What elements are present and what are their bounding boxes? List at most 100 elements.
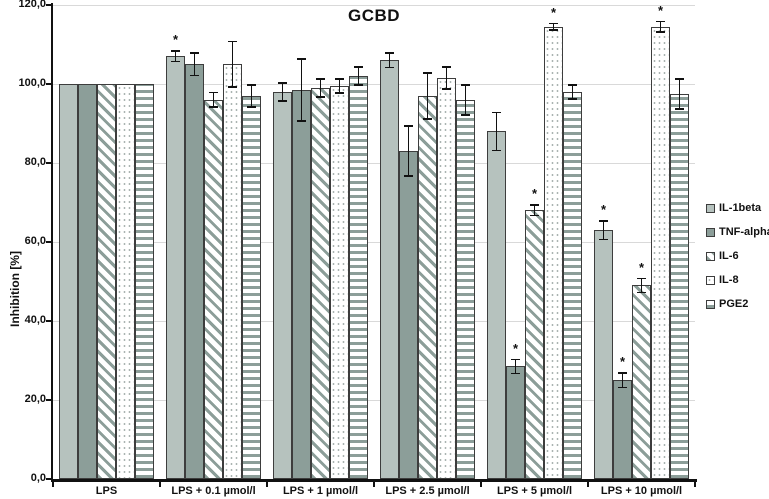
bar-PGE2-group5 <box>563 91 582 479</box>
error-cap <box>442 88 451 90</box>
error-cap <box>549 29 558 31</box>
y-tick-label: 80,0 <box>24 156 46 168</box>
bar-IL-8-group2 <box>223 64 242 479</box>
bar-TNF-alpha-group3 <box>292 89 311 479</box>
x-tick-mark <box>373 482 375 487</box>
error-bar-IL-1beta-group2 <box>174 50 177 63</box>
error-bar-TNF-alpha-group5 <box>514 358 517 375</box>
legend-item-PGE2: PGE2 <box>706 292 769 316</box>
legend-label: IL-6 <box>719 250 739 262</box>
error-cap <box>385 66 394 69</box>
error-cap <box>675 108 684 110</box>
error-bar-IL-8-group3 <box>338 78 341 94</box>
error-cap <box>530 204 539 206</box>
error-bar-IL-1beta-group4 <box>388 52 391 69</box>
legend-item-IL-8: IL-8 <box>706 268 769 292</box>
bar-PGE2-group3 <box>349 76 368 479</box>
diagonal-hatch-swatch-icon <box>706 251 715 261</box>
x-category-label: LPS + 2.5 µmol/l <box>385 485 470 497</box>
bar-IL-8-group3 <box>330 85 349 479</box>
error-bar-IL-1beta-group3 <box>281 82 284 102</box>
significance-star-IL-8-group5: * <box>550 4 557 20</box>
error-cap <box>190 74 199 77</box>
error-bar-IL-1beta-group5 <box>495 111 498 152</box>
error-cap <box>442 66 451 68</box>
gridline-100 <box>53 84 695 85</box>
error-cap <box>492 149 501 152</box>
error-cap <box>278 100 287 102</box>
error-cap <box>530 214 539 217</box>
error-cap <box>423 72 432 74</box>
error-bar-IL-6-group5 <box>533 204 536 217</box>
error-bar-IL-8-group6 <box>659 20 662 33</box>
error-cap <box>618 386 627 389</box>
chart-title: GCBD <box>347 6 401 25</box>
bar-IL-8-group5 <box>544 26 563 479</box>
bar-PGE2-group2 <box>242 95 261 479</box>
legend-label: IL-8 <box>719 274 739 286</box>
bar-PGE2-group4 <box>456 99 475 479</box>
y-tick-mark <box>46 320 51 322</box>
bar-IL-1beta-group5 <box>487 131 506 479</box>
y-tick-label: 40,0 <box>24 314 46 326</box>
error-bar-PGE2-group5 <box>571 84 574 100</box>
bar-IL-1beta-group2 <box>166 56 185 479</box>
bar-IL-6-group2 <box>204 99 223 479</box>
gridline-20 <box>53 400 695 401</box>
horizontal-stripes-swatch-icon <box>706 299 715 309</box>
error-cap <box>385 52 394 54</box>
significance-star-IL-1beta-group6: * <box>600 202 607 218</box>
error-bar-TNF-alpha-group3 <box>300 58 303 122</box>
error-cap <box>316 78 325 80</box>
error-bar-IL-6-group6 <box>640 277 643 294</box>
error-cap <box>511 372 520 375</box>
error-cap <box>209 91 218 94</box>
gridline-80 <box>53 163 695 164</box>
error-cap <box>335 92 344 94</box>
error-cap <box>492 111 501 114</box>
x-category-label: LPS + 1 µmol/l <box>282 485 359 497</box>
error-bar-PGE2-group6 <box>678 78 681 110</box>
bar-IL-1beta-group3 <box>273 91 292 479</box>
x-tick-mark <box>480 482 482 487</box>
significance-star-IL-6-group6: * <box>638 259 645 275</box>
bar-IL-8-group1 <box>116 84 135 479</box>
bar-TNF-alpha-group2 <box>185 64 204 479</box>
significance-star-IL-8-group6: * <box>657 2 664 18</box>
error-cap <box>354 66 363 68</box>
x-category-label: LPS <box>95 485 118 497</box>
bar-IL-6-group1 <box>97 84 116 479</box>
error-cap <box>190 52 199 54</box>
y-tick-mark <box>46 241 51 243</box>
error-bar-TNF-alpha-group2 <box>193 52 196 77</box>
x-tick-mark <box>587 482 589 487</box>
bar-IL-6-group5 <box>525 210 544 479</box>
error-cap <box>637 291 646 294</box>
bar-TNF-alpha-group5 <box>506 366 525 479</box>
bar-IL-1beta-group4 <box>380 60 399 479</box>
solid-light-swatch-icon <box>706 203 715 213</box>
legend: IL-1beta TNF-alpha IL-6 IL-8 PGE2 <box>706 196 769 316</box>
error-bar-IL-8-group4 <box>445 66 448 90</box>
plot-area: * * * * * * * * <box>53 2 695 479</box>
significance-star-TNF-alpha-group5: * <box>512 340 519 356</box>
error-cap <box>228 86 237 88</box>
error-cap <box>228 40 237 43</box>
x-category-label: LPS + 0.1 µmol/l <box>171 485 256 497</box>
error-bar-IL-8-group5 <box>552 22 555 31</box>
bar-IL-8-group4 <box>437 78 456 479</box>
bar-PGE2-group6 <box>670 93 689 479</box>
y-tick-mark <box>46 83 51 85</box>
x-category-label: LPS + 5 µmol/l <box>496 485 573 497</box>
error-cap <box>278 82 287 84</box>
error-bar-IL-6-group3 <box>319 78 322 98</box>
legend-label: IL-1beta <box>719 202 762 214</box>
significance-star-IL-6-group5: * <box>531 186 538 202</box>
error-cap <box>511 358 520 361</box>
error-bar-PGE2-group3 <box>357 66 360 86</box>
error-cap <box>675 78 684 80</box>
dots-swatch-icon <box>706 275 715 285</box>
error-cap <box>656 20 665 23</box>
x-category-label: LPS + 10 µmol/l <box>600 485 683 497</box>
